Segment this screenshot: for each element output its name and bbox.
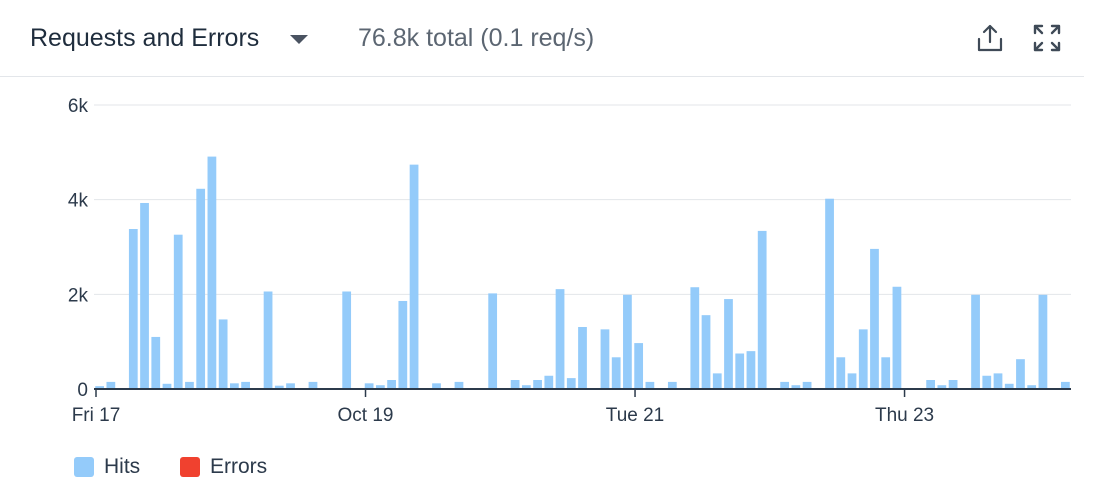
hits-bar [926,380,936,389]
y-tick-label: 6k [68,96,89,117]
hits-bar [690,287,700,389]
hits-bar [555,289,565,389]
x-tick-label: Fri 17 [72,405,121,426]
hits-bar [836,357,846,389]
hits-bar [364,383,374,389]
hits-bar [106,381,116,389]
hits-bar [735,353,745,389]
hits-bar [286,383,295,389]
hits-bar [510,380,520,389]
widget-header: Requests and Errors 76.8k total (0.1 req… [0,0,1084,77]
x-tick-label: Tue 21 [606,405,664,426]
hits-bar [971,294,980,389]
hits-bar [218,319,228,389]
hits-bar [1038,294,1048,389]
hits-bar [454,381,464,389]
hits-bar [701,315,711,389]
y-tick-label: 0 [77,380,88,401]
hits-bar [263,291,273,389]
hits-bar [578,326,587,389]
hits-bar [409,164,419,389]
legend-label-hits: Hits [104,455,141,478]
hits-bar [870,248,879,389]
x-tick-label: Oct 19 [338,405,394,426]
total-summary: 76.8k total (0.1 req/s) [358,24,595,52]
hits-bar [982,375,992,389]
hits-bar [398,300,408,389]
hits-bar [1016,359,1025,389]
hits-bar [667,381,677,389]
hits-bar [937,385,947,389]
hits-bar [1027,385,1037,389]
hits-bar [162,383,172,389]
hits-bar [825,198,834,389]
hits-bar [274,385,284,389]
legend-swatch-errors [180,457,200,477]
y-tick-label: 4k [68,191,89,212]
hits-bar [881,357,891,389]
hits-bar [634,343,644,389]
hits-bar [342,291,352,389]
hits-bar [858,329,868,389]
hits-bar [185,381,194,389]
hits-bar [802,381,812,389]
hits-bar [892,286,902,389]
share-upload-icon[interactable] [974,22,1006,54]
hits-bar [600,329,610,389]
hits-bar [521,385,531,389]
hits-bar [1004,383,1014,389]
hits-bar [207,156,217,389]
hits-bar [196,188,206,389]
hits-bar [241,381,250,389]
hits-bar [533,380,542,389]
hits-bar [757,230,767,389]
hits-bar [1061,381,1070,389]
hits-bar [544,375,554,389]
legend-swatch-hits [74,457,94,477]
caret-down-icon[interactable] [290,35,308,44]
bar-chart: 0 2k 4k 6k Fri 17 Oct 19 Tue 21 Thu 23 [68,96,1071,426]
hits-bar [229,383,239,389]
hits-bar [611,357,621,389]
hits-bar [140,202,149,389]
hits-bar [387,380,396,389]
hits-bar [432,383,441,389]
widget-title[interactable]: Requests and Errors [30,24,260,52]
legend-label-errors: Errors [210,455,268,478]
hits-bar [128,229,138,389]
hits-bar [724,299,733,389]
hits-bar [308,381,318,389]
hits-bar [948,380,958,389]
hits-bar [488,293,498,389]
hits-bar [746,351,756,389]
hits-bar [993,373,1003,389]
hits-bar [712,373,722,389]
hits-bar [375,385,385,389]
hits-bar [623,294,632,389]
hits-bar [151,336,161,389]
hits-bar [847,373,857,389]
x-tick-label: Thu 23 [875,405,934,426]
hits-bar [173,234,183,389]
hits-bar [780,381,790,389]
y-tick-label: 2k [68,285,89,306]
hits-bar [566,378,576,389]
expand-fullscreen-icon[interactable] [1031,22,1063,54]
hits-bar [95,386,104,389]
hits-bar [645,381,655,389]
hits-bar [791,385,801,389]
